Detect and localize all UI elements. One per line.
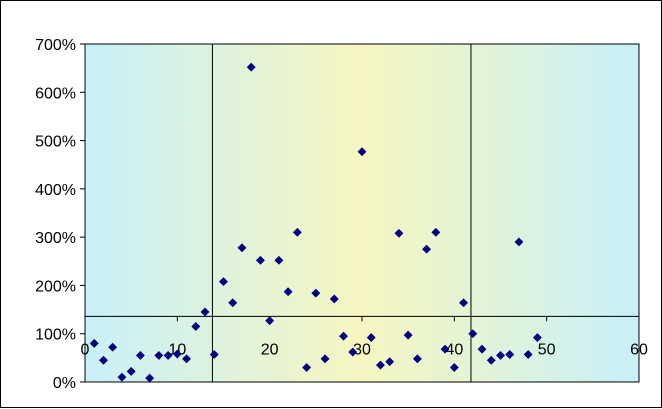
data-point	[375, 360, 386, 370]
data-point	[172, 349, 182, 359]
data-point	[477, 344, 487, 354]
data-point	[246, 62, 256, 72]
reference-lines	[211, 44, 472, 382]
data-point	[117, 372, 127, 382]
data-point	[237, 243, 247, 253]
data-point	[191, 321, 201, 332]
data-point	[468, 329, 478, 339]
data-point	[163, 350, 173, 360]
data-point	[338, 331, 349, 341]
data-point	[357, 147, 367, 157]
data-point	[422, 244, 432, 254]
data-point	[486, 355, 496, 365]
data-point	[98, 355, 109, 365]
x-tick-label: 30	[353, 341, 371, 358]
y-tick-label: 0%	[53, 375, 76, 392]
data-point	[403, 330, 413, 340]
data-point	[182, 354, 192, 364]
data-point	[302, 362, 312, 373]
data-point	[108, 342, 118, 352]
y-tick-label: 300%	[35, 230, 76, 247]
data-point	[366, 333, 376, 343]
data-point	[292, 227, 302, 237]
data-point	[283, 287, 293, 297]
y-tick-label: 400%	[35, 182, 76, 199]
x-tick-label: 0	[81, 341, 90, 358]
data-point	[385, 357, 395, 367]
data-point	[274, 255, 284, 265]
data-point	[218, 277, 229, 287]
data-point	[135, 350, 145, 360]
data-point	[209, 349, 219, 360]
data-point	[89, 338, 99, 348]
y-axis-ticks: 0% 100% 200% 300% 400% 500% 600% 700%	[35, 37, 85, 392]
x-tick-label: 20	[261, 341, 279, 358]
data-point	[329, 294, 339, 304]
y-tick-label: 600%	[35, 85, 76, 102]
y-tick-label: 200%	[35, 278, 76, 295]
data-point	[514, 237, 524, 247]
data-point	[459, 298, 469, 308]
data-point	[154, 350, 164, 360]
data-point	[495, 350, 506, 360]
data-point	[145, 373, 155, 383]
data-points	[89, 62, 542, 383]
data-point	[449, 362, 459, 373]
data-point	[505, 349, 515, 360]
x-tick-label: 50	[538, 341, 556, 358]
data-point	[320, 354, 330, 364]
data-point	[126, 366, 136, 376]
data-point	[412, 354, 422, 364]
data-point	[431, 227, 441, 237]
x-tick-label: 40	[445, 341, 463, 358]
data-point	[255, 255, 265, 265]
x-tick-label: 60	[630, 341, 648, 358]
data-point	[532, 333, 542, 343]
data-point	[311, 288, 321, 298]
data-point	[265, 316, 275, 326]
data-point	[440, 344, 450, 354]
data-point	[348, 347, 358, 357]
plot-area	[84, 43, 640, 383]
data-point	[200, 307, 210, 317]
data-point	[523, 349, 533, 360]
data-point	[228, 298, 238, 308]
y-tick-label: 500%	[35, 134, 76, 151]
data-point	[394, 228, 404, 238]
y-tick-label: 700%	[35, 37, 76, 54]
y-tick-label: 100%	[35, 327, 76, 344]
